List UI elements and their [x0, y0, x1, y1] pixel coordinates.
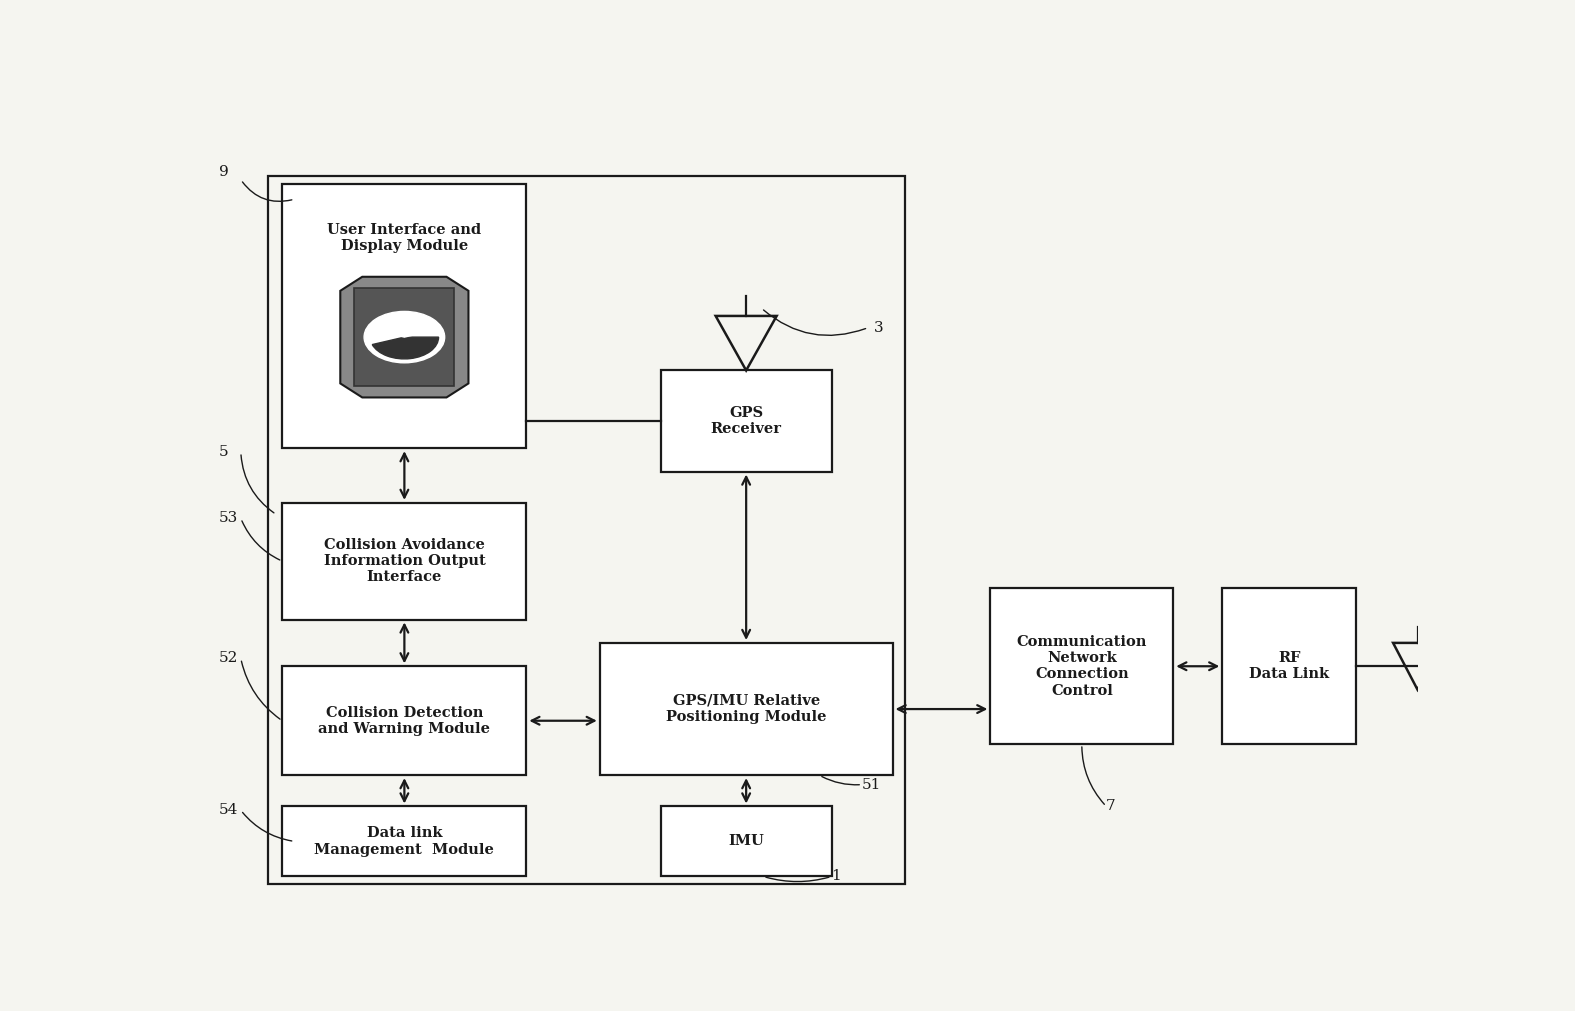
- Text: User Interface and
Display Module: User Interface and Display Module: [328, 222, 482, 253]
- Polygon shape: [340, 277, 468, 397]
- Text: 7: 7: [1106, 800, 1115, 814]
- Bar: [662, 370, 832, 471]
- Text: GPS/IMU Relative
Positioning Module: GPS/IMU Relative Positioning Module: [666, 694, 827, 724]
- Text: GPS
Receiver: GPS Receiver: [710, 406, 781, 436]
- Text: 52: 52: [219, 651, 238, 665]
- Bar: [282, 184, 526, 448]
- Text: 51: 51: [862, 777, 882, 792]
- Text: 1: 1: [832, 869, 841, 884]
- Text: RF
Data Link: RF Data Link: [1249, 651, 1329, 681]
- Bar: [282, 502, 526, 620]
- Text: Communication
Network
Connection
Control: Communication Network Connection Control: [1016, 635, 1147, 698]
- Wedge shape: [372, 315, 436, 337]
- Bar: [991, 588, 1173, 744]
- Bar: [354, 288, 455, 386]
- Bar: [282, 807, 526, 877]
- Text: 9: 9: [219, 165, 228, 179]
- Text: 53: 53: [219, 512, 238, 526]
- Text: 54: 54: [219, 804, 238, 817]
- Text: Data link
Management  Module: Data link Management Module: [315, 826, 495, 856]
- Bar: [282, 666, 526, 775]
- Text: IMU: IMU: [728, 834, 764, 848]
- Wedge shape: [372, 337, 438, 359]
- Bar: [268, 176, 904, 885]
- Text: 5: 5: [219, 445, 228, 459]
- Circle shape: [364, 311, 444, 363]
- Text: Collision Detection
and Warning Module: Collision Detection and Warning Module: [318, 706, 490, 736]
- Text: Collision Avoidance
Information Output
Interface: Collision Avoidance Information Output I…: [323, 538, 485, 584]
- Bar: [662, 807, 832, 877]
- Bar: [1222, 588, 1356, 744]
- Text: 3: 3: [874, 320, 884, 335]
- Bar: [600, 643, 893, 775]
